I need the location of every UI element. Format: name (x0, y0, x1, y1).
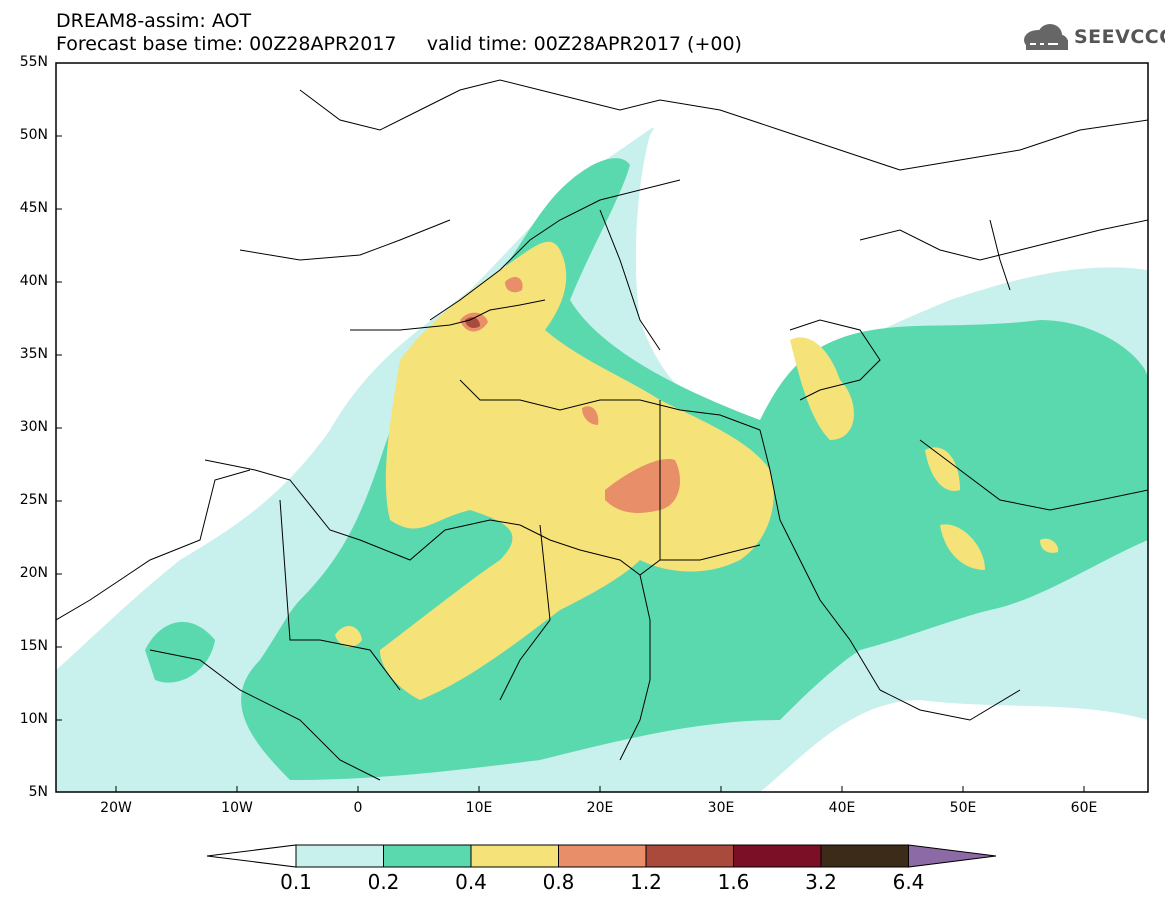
colorbar-over-arrow (908, 844, 997, 868)
lon-label-30e: 30E (707, 800, 735, 816)
colorbar-under-arrow (206, 844, 297, 868)
lat-label-55n: 55N (19, 54, 48, 70)
colorbar-label-0-1: 0.1 (280, 870, 312, 894)
colorbar-label-1-6: 1.6 (717, 870, 750, 894)
logo-text: SEEVCCC (1074, 26, 1165, 48)
colorbar-label-6-4: 6.4 (892, 870, 925, 894)
aot-band-0-4 (335, 241, 1059, 700)
forecast-time-subtitle: Forecast base time: 00Z28APR2017 valid t… (56, 33, 742, 55)
lon-label-60e: 60E (1070, 800, 1098, 816)
lat-label-5n: 5N (28, 784, 48, 800)
axis-ticks (56, 62, 1085, 792)
lat-label-45n: 45N (19, 200, 48, 216)
colorbar-box-3-2 (820, 844, 909, 868)
colorbar-label-0-4: 0.4 (455, 870, 487, 894)
lat-label-10n: 10N (19, 711, 48, 727)
aot-contours (56, 127, 1148, 792)
lon-label-10w: 10W (221, 800, 253, 816)
lat-label-15n: 15N (19, 638, 48, 654)
lat-label-35n: 35N (19, 346, 48, 362)
colorbar-box-0-4 (470, 844, 559, 868)
lon-label-20e: 20E (586, 800, 614, 816)
seevccc-logo: SEEVCCC (1018, 20, 1165, 56)
coastlines (56, 79, 1148, 781)
lon-label-50e: 50E (949, 800, 977, 816)
colorbar-label-1-2: 1.2 (630, 870, 662, 894)
colorbar-box-0-2 (383, 844, 472, 868)
cloud-icon (1024, 24, 1068, 50)
lon-label-20w: 20W (100, 800, 132, 816)
colorbar-label-0-8: 0.8 (542, 870, 575, 894)
lon-label-40e: 40E (828, 800, 856, 816)
colorbar-box-1-2 (645, 844, 734, 868)
lon-label-10e: 10E (465, 800, 493, 816)
lon-label-0: 0 (353, 800, 363, 816)
colorbar-label-3-2: 3.2 (805, 870, 837, 894)
colorbar-box-0-1 (295, 844, 384, 868)
lat-label-40n: 40N (19, 273, 48, 289)
map-title: DREAM8-assim: AOT (56, 10, 252, 32)
colorbar-label-0-2: 0.2 (367, 870, 400, 894)
lat-label-25n: 25N (19, 492, 48, 508)
lat-label-50n: 50N (19, 127, 48, 143)
colorbar-box-1-6 (733, 844, 822, 868)
colorbar (206, 844, 997, 868)
lat-label-30n: 30N (19, 419, 48, 435)
colorbar-box-0-8 (558, 844, 647, 868)
lat-label-20n: 20N (19, 565, 48, 581)
